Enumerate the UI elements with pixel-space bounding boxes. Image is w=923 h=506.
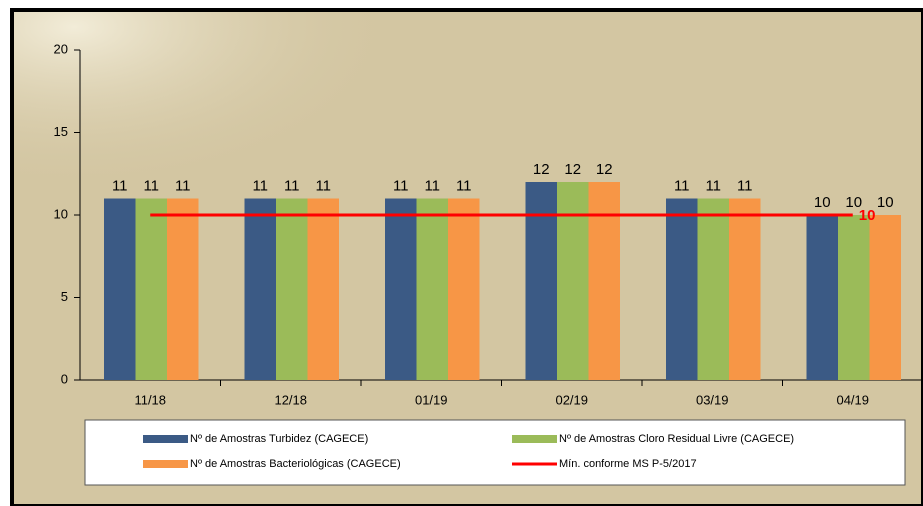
bar-value-label: 11 [674, 177, 690, 194]
bar-value-label: 11 [315, 177, 331, 194]
bar-value-label: 10 [814, 194, 831, 211]
bar [167, 198, 199, 380]
bar-value-label: 11 [424, 177, 440, 194]
bar-value-label: 12 [596, 161, 613, 178]
bar-value-label: 11 [705, 177, 721, 194]
legend [84, 419, 906, 486]
bar-value-label: 11 [112, 177, 128, 194]
bar [697, 198, 729, 380]
line-value-label: 10 [859, 207, 876, 224]
y-tick-label: 10 [54, 206, 68, 221]
legend-label: Nº de Amostras Cloro Residual Livre (CAG… [559, 433, 794, 445]
x-tick-label: 12/18 [274, 392, 307, 407]
bar [135, 198, 167, 380]
bar-value-label: 11 [284, 177, 300, 194]
bar [666, 198, 698, 380]
y-tick-label: 0 [61, 371, 68, 386]
y-tick-label: 15 [54, 124, 68, 139]
y-tick-label: 20 [54, 41, 68, 56]
x-tick-label: 01/19 [415, 392, 448, 407]
legend-label: Mín. conforme MS P-5/2017 [559, 458, 697, 470]
bar [244, 198, 276, 380]
bar [104, 198, 136, 380]
bar [448, 198, 480, 380]
bar-value-label: 11 [252, 177, 268, 194]
bar-value-label: 11 [143, 177, 159, 194]
bar-value-label: 10 [877, 194, 894, 211]
bar-value-label: 10 [845, 194, 862, 211]
bar [307, 198, 339, 380]
bar [838, 215, 870, 380]
bar [557, 182, 589, 380]
legend-swatch [143, 460, 188, 468]
x-tick-label: 11/18 [134, 392, 166, 407]
x-tick-label: 04/19 [836, 392, 869, 407]
bar [385, 198, 417, 380]
legend-label: Nº de Amostras Bacteriológicas (CAGECE) [190, 458, 401, 470]
x-tick-label: 03/19 [696, 392, 729, 407]
bar-value-label: 11 [393, 177, 409, 194]
bar [525, 182, 557, 380]
bar-value-label: 12 [564, 161, 581, 178]
bar-value-label: 11 [456, 177, 472, 194]
legend-label: Nº de Amostras Turbidez (CAGECE) [190, 433, 368, 445]
bar [729, 198, 761, 380]
bar-value-label: 11 [737, 177, 753, 194]
bar [588, 182, 620, 380]
bar-value-label: 11 [175, 177, 191, 194]
bar [276, 198, 308, 380]
bar [869, 215, 901, 380]
bar [806, 215, 838, 380]
bar-value-label: 12 [533, 161, 550, 178]
bar [416, 198, 448, 380]
y-tick-label: 5 [61, 289, 68, 304]
legend-swatch [143, 435, 188, 443]
x-tick-label: 02/19 [555, 392, 588, 407]
legend-swatch [512, 435, 557, 443]
